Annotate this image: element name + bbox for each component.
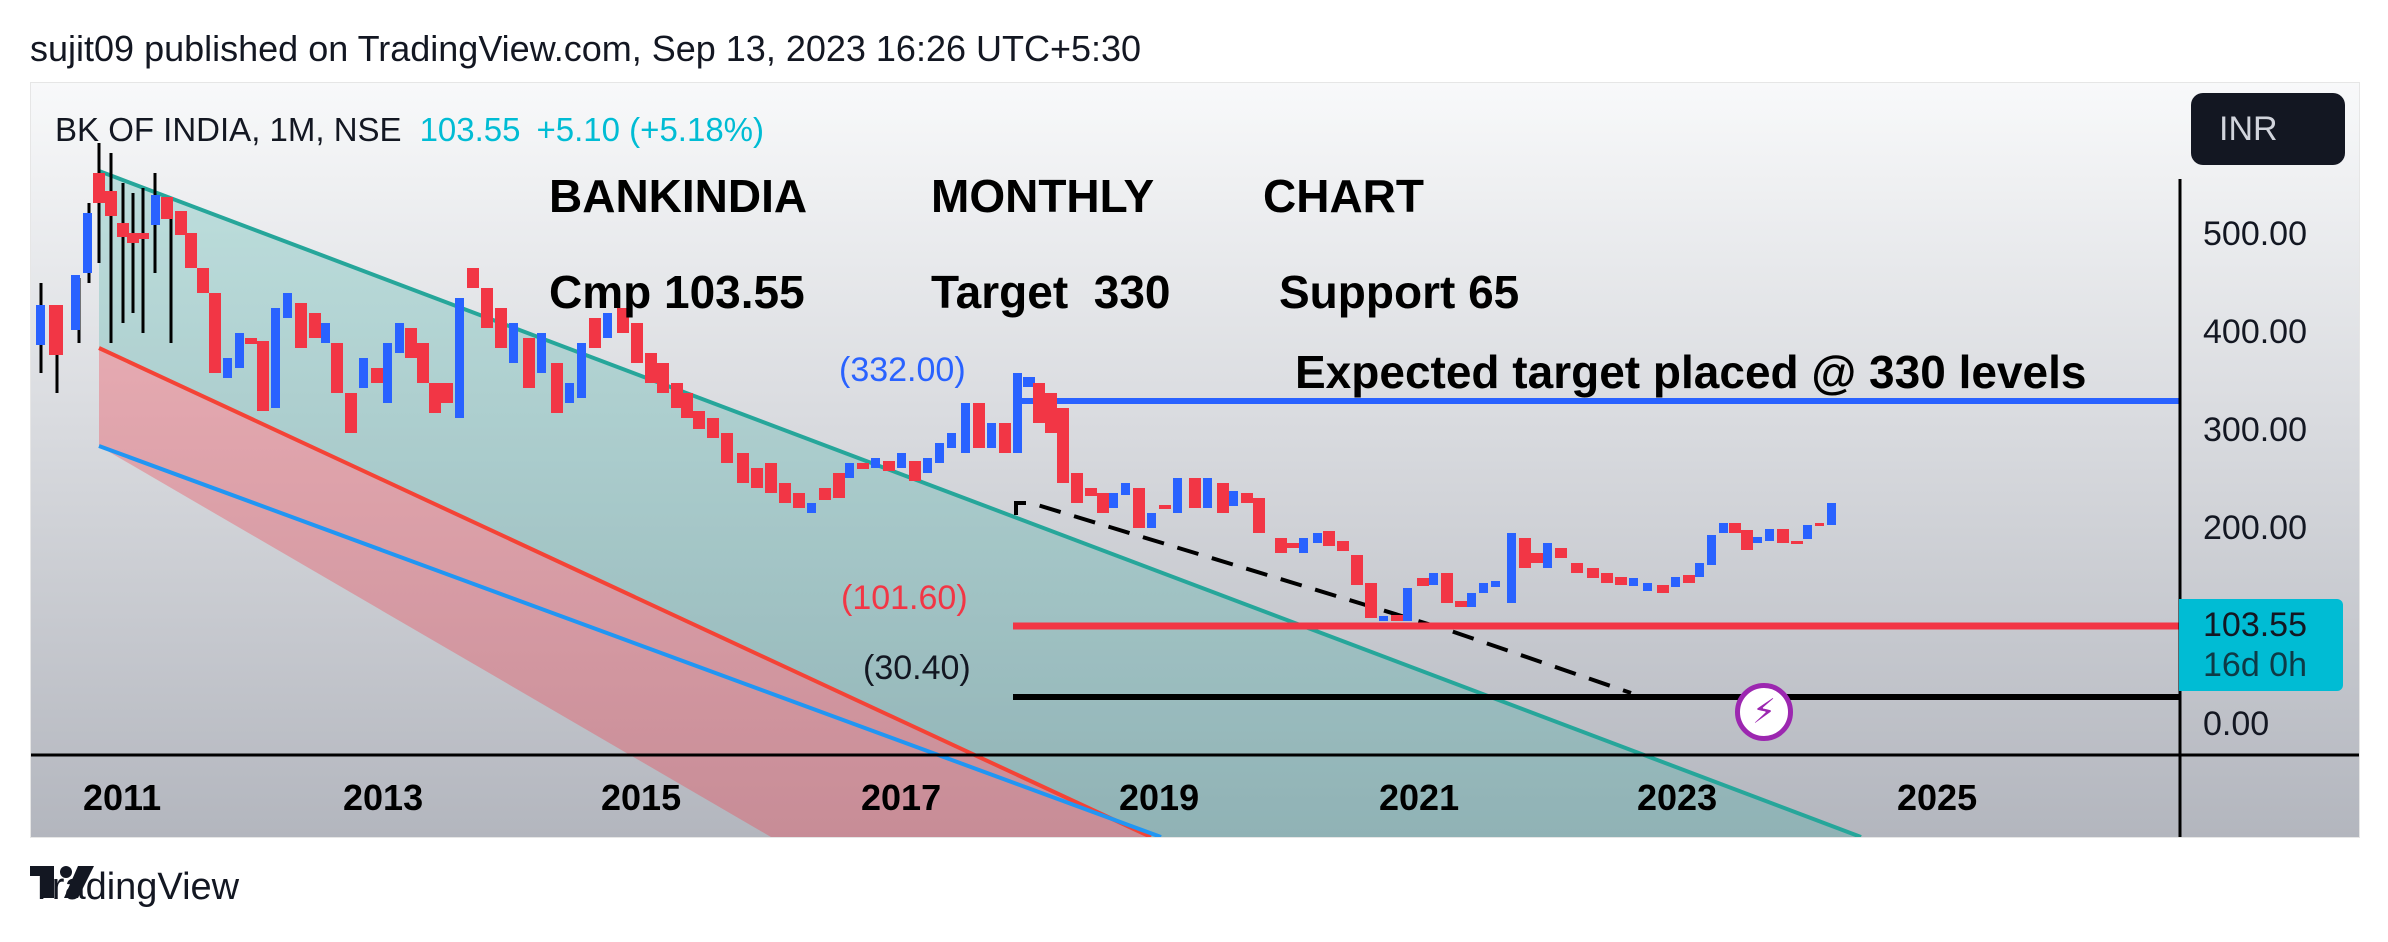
tradingview-logo-icon [30, 866, 94, 898]
bar-countdown: 16d 0h [2203, 646, 2307, 684]
current-price-value: 103.55 [2203, 606, 2307, 644]
red-level-label: (101.60) [841, 579, 968, 617]
symbol-legend: BK OF INDIA, 1M, NSE 103.55 +5.10 (+5.18%) [55, 111, 764, 149]
currency-button[interactable]: INR [2191, 93, 2345, 165]
last-price: 103.55 [419, 111, 521, 148]
price-tick-0: 0.00 [2203, 705, 2270, 743]
publish-info: sujit09 published on TradingView.com, Se… [30, 28, 1142, 69]
annotation-chart: CHART [1263, 170, 1424, 222]
channel-lower-line [98, 444, 1162, 837]
year-tick-2013: 2013 [343, 777, 424, 818]
candles [36, 143, 1836, 621]
year-tick-2017: 2017 [861, 777, 942, 818]
annotation-bankindia: BANKINDIA [549, 170, 808, 222]
price-tick-300: 300.00 [2203, 411, 2307, 449]
price-tick-500: 500.00 [2203, 215, 2307, 253]
price-tick-200: 200.00 [2203, 509, 2307, 547]
year-tick-2023: 2023 [1637, 777, 1718, 818]
price-tick-400: 400.00 [2203, 313, 2307, 351]
year-tick-2011: 2011 [83, 777, 162, 818]
tradingview-logo: TradingView [30, 866, 239, 909]
black-level-label: (30.40) [863, 649, 971, 687]
annotation-monthly: MONTHLY [931, 170, 1155, 222]
current-price-tag: 103.55 16d 0h [2179, 599, 2343, 691]
target-note: Expected target placed @ 330 levels [1295, 346, 2087, 398]
year-tick-2021: 2021 [1379, 777, 1460, 818]
year-tick-2019: 2019 [1119, 777, 1200, 818]
annotation-cmp: Cmp 103.55 [549, 266, 805, 318]
channel-upper-line [98, 169, 1862, 837]
blue-level-label: (332.00) [839, 351, 966, 389]
annotation-support: Support 65 [1279, 266, 1520, 318]
price-chart-svg[interactable] [31, 83, 2359, 837]
symbol-name: BK OF INDIA, 1M, NSE [55, 111, 402, 148]
annotation-target: Target 330 [931, 266, 1171, 318]
chart-pane[interactable]: BK OF INDIA, 1M, NSE 103.55 +5.10 (+5.18%)… [30, 82, 2360, 838]
year-tick-2025: 2025 [1897, 777, 1978, 818]
price-change: +5.10 (+5.18%) [536, 111, 765, 148]
dashed-trendline [1014, 501, 1632, 695]
year-tick-2015: 2015 [601, 777, 682, 818]
lightning-icon[interactable]: ⚡︎ [1735, 683, 1793, 741]
